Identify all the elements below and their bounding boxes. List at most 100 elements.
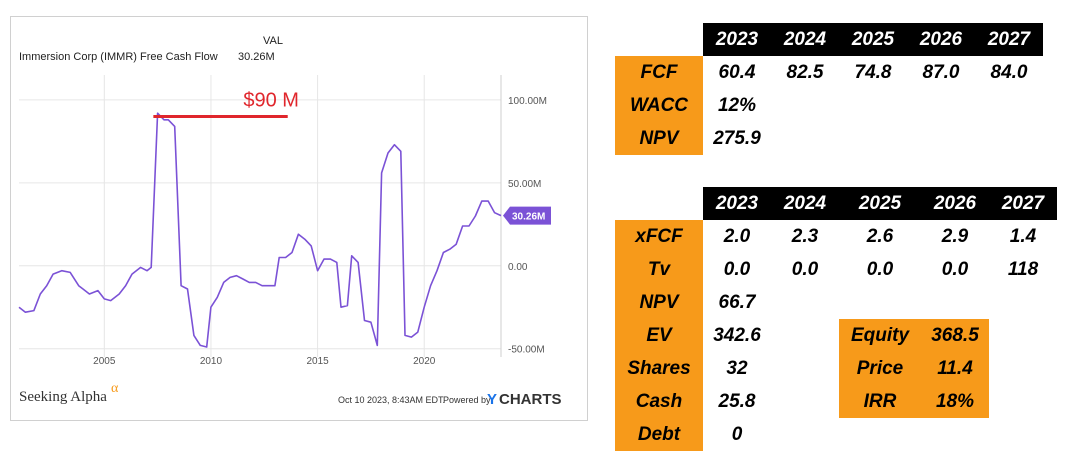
row-value: 25.8 (718, 390, 756, 412)
table-row: Tv 0.0 0.0 0.0 0.0 118 (615, 253, 1057, 286)
header-corner (615, 23, 703, 56)
table-row: WACC 12% (615, 89, 1043, 122)
table-row: FCF 60.4 82.5 74.8 87.0 84.0 (615, 56, 1043, 89)
row-value (839, 286, 921, 319)
grid-layer (19, 75, 502, 357)
table-row: Shares 32 Price 11.4 (615, 352, 1057, 385)
row-value (975, 89, 1043, 122)
row-value: 0.0 (723, 258, 751, 280)
fcf-line-chart: 100.00M 50.00M 0.00 -50.00M 2005 2010 2015 2020… (18, 35, 562, 408)
row-value (839, 122, 907, 155)
row-label: Shares (615, 352, 703, 385)
header-corner (615, 187, 703, 220)
row-value: 2.3 (791, 225, 819, 247)
row-label: WACC (615, 89, 703, 122)
row-value (907, 89, 975, 122)
row-value: 74.8 (854, 61, 892, 83)
spacer-cell (771, 352, 839, 385)
y-tick-label: 50.00M (508, 179, 541, 190)
row-value: 82.5 (786, 61, 824, 83)
dcf-table-2: 2023 2024 2025 2026 2027 xFCF 2.0 2.3 2.6 2.9 1.4 T… (615, 187, 1057, 451)
row-value: 0.0 (941, 258, 969, 280)
row-value: 32 (726, 357, 748, 379)
annotation-label: $90 M (243, 89, 299, 111)
row-value: 342.6 (713, 324, 761, 346)
row-value (907, 122, 975, 155)
row-value: 1.4 (1009, 225, 1037, 247)
row-value (989, 418, 1057, 451)
row-value: 0.0 (866, 258, 894, 280)
row-value: 2.0 (723, 225, 751, 247)
year-header: 2027 (975, 23, 1043, 56)
year-header: 2026 (921, 187, 989, 220)
row-value: 66.7 (718, 291, 756, 313)
spacer-cell (771, 319, 839, 352)
timestamp: Oct 10 2023, 8:43AM EDT. (338, 395, 445, 405)
series-name: Immersion Corp (IMMR) Free Cash Flow (19, 51, 218, 63)
row-value (771, 418, 839, 451)
row-value (839, 89, 907, 122)
row-value: 87.0 (922, 61, 960, 83)
summary-label: Equity (839, 319, 921, 352)
x-tick-label: 2010 (200, 356, 223, 367)
row-label: NPV (615, 122, 703, 155)
ycharts-y: Y (487, 391, 497, 408)
table-row: xFCF 2.0 2.3 2.6 2.9 1.4 (615, 220, 1057, 253)
row-label: FCF (615, 56, 703, 89)
row-value: 0 (731, 423, 743, 445)
row-value: 2.9 (941, 225, 969, 247)
chart-panel: 100.00M 50.00M 0.00 -50.00M 2005 2010 2015 2020… (10, 16, 588, 421)
year-header: 2023 (703, 187, 771, 220)
x-tick-label: 2015 (306, 356, 329, 367)
x-tick-label: 2005 (93, 356, 116, 367)
row-value: 118 (1007, 258, 1039, 280)
row-value: 2.6 (866, 225, 894, 247)
ycharts-logo: Y CHARTS (487, 391, 562, 408)
year-header-row: 2023 2024 2025 2026 2027 (615, 187, 1057, 220)
val-header: VAL (263, 35, 283, 47)
table-row: Debt 0 (615, 418, 1057, 451)
year-header: 2023 (703, 23, 771, 56)
y-tick-label: -50.00M (508, 345, 545, 356)
row-value (975, 122, 1043, 155)
row-value: 275.9 (713, 127, 761, 149)
row-value: 12% (717, 94, 757, 116)
summary-label: IRR (839, 385, 921, 418)
summary-label: Price (839, 352, 921, 385)
year-header: 2025 (839, 187, 921, 220)
table-row: NPV 66.7 (615, 286, 1057, 319)
dcf-table-1: 2023 2024 2025 2026 2027 FCF 60.4 82.5 74.8 87.0 8… (615, 23, 1043, 155)
y-tick-label: 100.00M (508, 96, 547, 107)
row-label: Cash (615, 385, 703, 418)
powered-by-text: Powered by (443, 395, 491, 405)
row-label: Tv (615, 253, 703, 286)
row-value (921, 418, 989, 451)
row-value (771, 89, 839, 122)
row-value (771, 286, 839, 319)
row-label: Debt (615, 418, 703, 451)
row-value (989, 286, 1057, 319)
row-value: 84.0 (990, 61, 1028, 83)
year-header: 2024 (771, 23, 839, 56)
row-value (771, 122, 839, 155)
badge-shape (503, 206, 551, 225)
tick-layer: 100.00M 50.00M 0.00 -50.00M 2005 2010 2015 2020 (93, 96, 547, 367)
row-label: EV (615, 319, 703, 352)
table-row: Cash 25.8 IRR 18% (615, 385, 1057, 418)
row-value (921, 286, 989, 319)
seeking-alpha-logo: Seeking Alpha α (19, 381, 119, 405)
row-value: 0.0 (791, 258, 819, 280)
row-label: NPV (615, 286, 703, 319)
year-header-row: 2023 2024 2025 2026 2027 (615, 23, 1043, 56)
table-row: EV 342.6 Equity 368.5 (615, 319, 1057, 352)
y-tick-label: 0.00 (508, 262, 528, 273)
year-header: 2027 (989, 187, 1057, 220)
year-header: 2025 (839, 23, 907, 56)
year-header: 2024 (771, 187, 839, 220)
table-row: NPV 275.9 (615, 122, 1043, 155)
row-label: xFCF (615, 220, 703, 253)
row-value (839, 418, 921, 451)
badge-value: 30.26M (512, 212, 545, 223)
spacer-cell (771, 385, 839, 418)
summary-value: 11.4 (921, 352, 989, 385)
